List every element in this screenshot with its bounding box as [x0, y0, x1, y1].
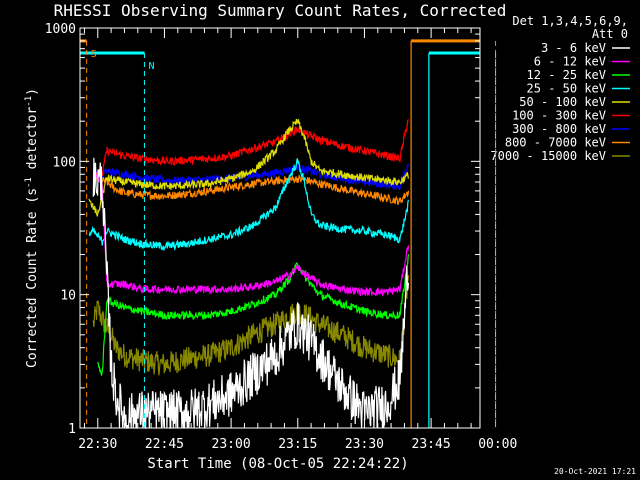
plot-area: S N 1 10 100 1000 22:30 22:45 23:00 23:15 23:30 23:… — [45, 22, 518, 452]
x-axis-title: Start Time (08-Oct-05 22:24:22) — [147, 456, 408, 472]
legend-label: 6 - 12 keV — [534, 55, 606, 69]
x-tick-label: 23:45 — [412, 437, 451, 452]
series-line-8 — [93, 173, 410, 206]
legend-label: 25 - 50 keV — [527, 82, 606, 96]
y-title-mid: detector — [25, 107, 40, 178]
x-tick-label: 23:15 — [278, 437, 317, 452]
legend-label: 300 - 800 keV — [512, 122, 606, 136]
series-line-5 — [88, 118, 409, 217]
timestamp: 20-Oct-2021 17:21 — [554, 467, 636, 476]
y-title-sup2: -1 — [24, 96, 34, 107]
legend-label: 7000 - 15000 keV — [490, 149, 606, 163]
series-line-2 — [92, 173, 410, 297]
series-line-9 — [92, 275, 410, 376]
series-line-7 — [92, 163, 410, 191]
legend-detectors: Det 1,3,4,5,6,9, — [512, 14, 628, 28]
axes-frame — [79, 27, 481, 429]
y-title-sup1: -1 — [24, 177, 34, 188]
y-tick-label: 100 — [53, 155, 76, 170]
flag-s-label: S — [91, 49, 97, 60]
legend-label: 50 - 100 keV — [519, 95, 606, 109]
flag-n-label: N — [148, 61, 154, 72]
x-tick-label: 22:30 — [78, 437, 117, 452]
x-tick-label: 00:00 — [478, 437, 517, 452]
y-title-main: Corrected Count Rate (s — [25, 188, 40, 368]
series-line-4 — [88, 158, 409, 252]
series-line-3 — [97, 253, 410, 376]
legend-label: 12 - 25 keV — [527, 68, 606, 82]
series-line-1 — [92, 157, 410, 430]
legend-label: 100 - 300 keV — [512, 109, 606, 123]
y-tick-label: 1000 — [45, 22, 76, 37]
y-tick-label: 1 — [68, 422, 76, 437]
x-tick-label: 23:00 — [212, 437, 251, 452]
series-line-6 — [92, 119, 409, 178]
chart-title: RHESSI Observing Summary Count Rates, Co… — [54, 1, 507, 20]
y-title-end: ) — [25, 88, 40, 96]
x-tick-label: 22:45 — [145, 437, 184, 452]
legend-label: 3 - 6 keV — [541, 41, 606, 55]
legend-label: 800 - 7000 keV — [505, 136, 606, 150]
y-tick-label: 10 — [60, 289, 76, 304]
x-tick-label: 23:30 — [345, 437, 384, 452]
y-axis-title: Corrected Count Rate (s-1 detector-1) — [24, 88, 40, 368]
svg-text:Corrected Count Rate (s-1 dete: Corrected Count Rate (s-1 detector-1) — [24, 88, 40, 368]
legend-attenuator: Att 0 — [592, 27, 628, 41]
